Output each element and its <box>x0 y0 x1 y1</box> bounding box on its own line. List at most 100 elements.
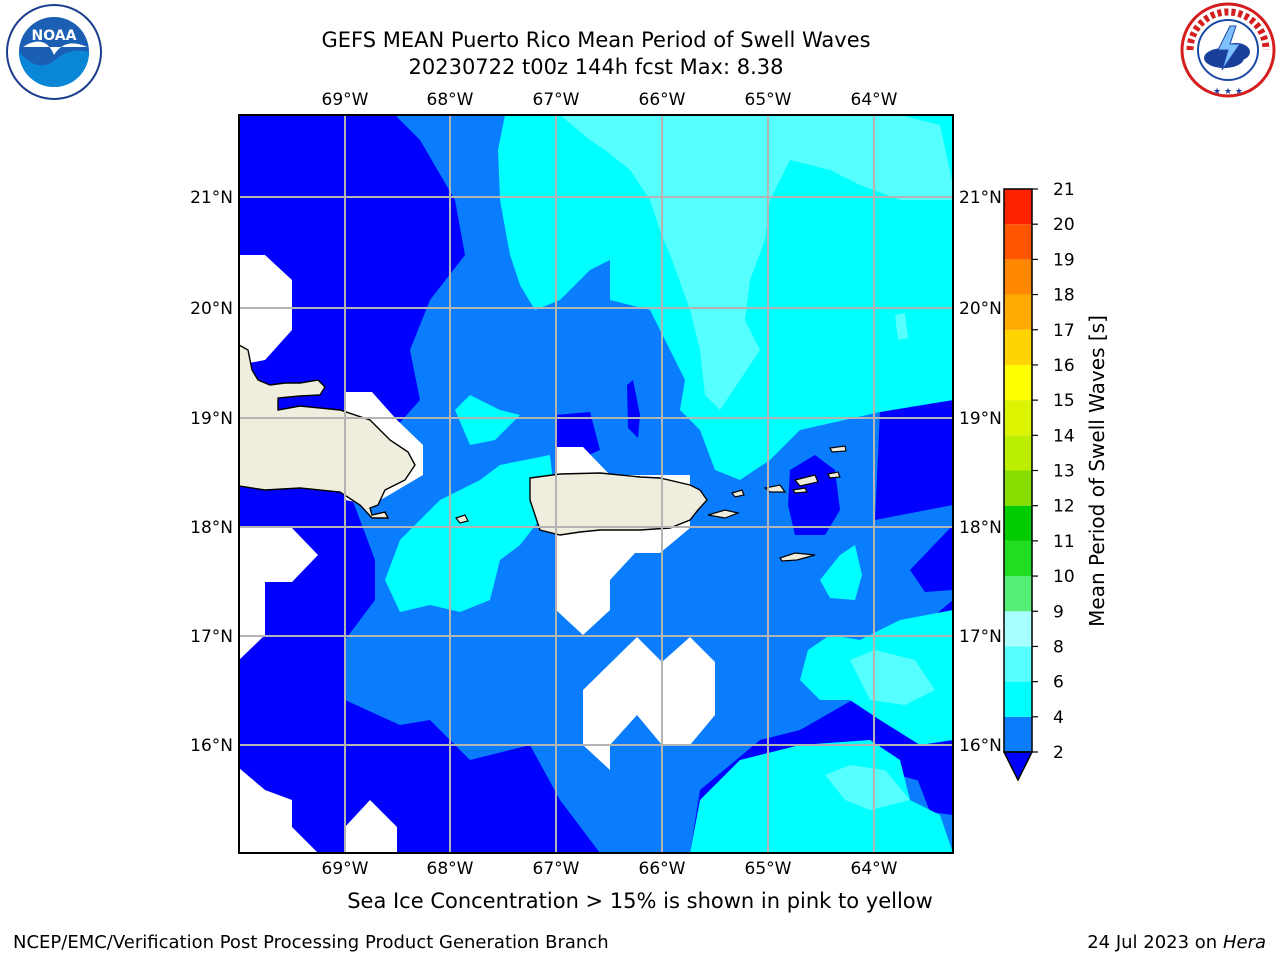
vieques-island <box>707 509 741 519</box>
lon-label-bottom: 66°W <box>639 859 686 879</box>
nws-logo: ★ ★ ★ <box>1180 2 1276 98</box>
colorbar-tick-label: 17 <box>1053 321 1075 341</box>
lat-label-right: 17°N <box>959 627 1002 647</box>
colorbar-tick-label: 21 <box>1053 180 1075 200</box>
footer-machine: Hera <box>1222 932 1266 953</box>
footer-date: 24 Jul 2023 on Hera <box>1087 932 1266 953</box>
swell-6-8-zone <box>385 455 555 612</box>
lat-label-right: 21°N <box>959 188 1002 208</box>
lon-label-top: 64°W <box>851 90 898 110</box>
swell-2-4-zone <box>627 380 640 438</box>
colorbar-extend-arrow <box>1002 751 1034 782</box>
no-data-zone <box>583 637 715 770</box>
colorbar-tick-label: 9 <box>1053 602 1064 622</box>
colorbar-tick-label: 12 <box>1053 497 1075 517</box>
axis-labels: 69°W 69°W 68°W 68°W 67°W 67°W 66°W 66°W 65°W 65°W… <box>190 90 1002 879</box>
noaa-logo: NOAA <box>6 4 102 100</box>
lon-label-bottom: 69°W <box>322 859 369 879</box>
lon-label-top: 69°W <box>322 90 369 110</box>
lon-label-top: 67°W <box>533 90 580 110</box>
colorbar-tick-label: 13 <box>1053 462 1075 482</box>
swell-6-8-zone <box>455 395 520 445</box>
lat-label-left: 19°N <box>190 409 233 429</box>
graticule <box>239 115 953 853</box>
noaa-logo-text: NOAA <box>32 28 77 44</box>
colorbar-tick-label: 11 <box>1053 532 1075 552</box>
st-croix-island <box>779 552 816 562</box>
lat-label-left: 17°N <box>190 627 233 647</box>
culebra-island <box>731 489 745 498</box>
colorbar-tick-label: 6 <box>1053 673 1064 693</box>
colorbar-segment <box>1004 576 1032 612</box>
colorbar-segment <box>1004 470 1032 506</box>
colorbar: 2 4 6 8 9 10 11 12 13 14 15 16 17 18 19 20 21 <box>1002 180 1075 782</box>
colorbar-tick-label: 2 <box>1053 743 1064 763</box>
colorbar-tick-label: 14 <box>1053 426 1075 446</box>
footer-date-text: 24 Jul 2023 on <box>1087 932 1223 953</box>
colorbar-tick-label: 16 <box>1053 356 1075 376</box>
anguilla-island <box>827 471 841 479</box>
colorbar-segment <box>1004 189 1032 225</box>
colorbar-tick-label: 18 <box>1053 286 1075 306</box>
colorbar-segment <box>1004 681 1032 717</box>
lat-label-left: 18°N <box>190 518 233 538</box>
colorbar-tick-label: 19 <box>1053 250 1075 270</box>
colorbar-title: Mean Period of Swell Waves [s] <box>1085 315 1109 627</box>
mona-island <box>454 514 469 524</box>
lat-label-left: 20°N <box>190 299 233 319</box>
swell-2-4-zone <box>788 455 840 535</box>
colorbar-segment <box>1004 611 1032 647</box>
no-data-zone <box>239 528 318 660</box>
lon-label-bottom: 68°W <box>427 859 474 879</box>
swell-2-4-zone <box>910 525 953 592</box>
colorbar-segment <box>1004 540 1032 577</box>
colorbar-segment <box>1004 329 1032 365</box>
lon-label-bottom: 64°W <box>851 859 898 879</box>
virgin-islands <box>793 474 819 487</box>
lon-label-top: 68°W <box>427 90 474 110</box>
swell-8-9-zone <box>895 313 908 340</box>
colorbar-segment <box>1004 646 1032 682</box>
colorbar-segment <box>1004 259 1032 295</box>
map-area <box>239 115 953 853</box>
chart-title: GEFS MEAN Puerto Rico Mean Period of Swe… <box>321 28 871 52</box>
swell-6-8-zone <box>690 740 953 853</box>
sea-ice-note: Sea Ice Concentration > 15% is shown in … <box>347 889 933 913</box>
footer-credit: NCEP/EMC/Verification Post Processing Pr… <box>13 932 609 953</box>
no-data-zone <box>239 768 318 853</box>
lon-label-top: 66°W <box>639 90 686 110</box>
colorbar-segment <box>1004 505 1032 541</box>
colorbar-tick-label: 4 <box>1053 708 1064 728</box>
swell-2-4-zone <box>910 740 953 815</box>
svg-text:★ ★ ★: ★ ★ ★ <box>1213 87 1243 97</box>
colorbar-tick-label: 10 <box>1053 567 1075 587</box>
swell-8-9-zone <box>560 115 953 410</box>
lat-label-left: 21°N <box>190 188 233 208</box>
colorbar-segment <box>1004 400 1032 436</box>
lat-label-right: 18°N <box>959 518 1002 538</box>
lon-label-top: 65°W <box>745 90 792 110</box>
hispaniola-land <box>239 344 416 519</box>
map-frame <box>238 114 954 854</box>
colorbar-segment <box>1004 224 1032 260</box>
lat-label-right: 16°N <box>959 736 1002 756</box>
swell-8-9-zone <box>850 650 935 705</box>
lat-label-right: 19°N <box>959 409 1002 429</box>
colorbar-tick-label: 8 <box>1053 637 1064 657</box>
colorbar-tick-label: 20 <box>1053 215 1075 235</box>
colorbar-segment <box>1004 435 1032 471</box>
swell-8-9-zone <box>710 240 718 262</box>
lon-label-bottom: 65°W <box>745 859 792 879</box>
lat-label-right: 20°N <box>959 299 1002 319</box>
lat-label-left: 16°N <box>190 736 233 756</box>
colorbar-tick-label: 15 <box>1053 391 1075 411</box>
anegada-island <box>829 445 847 453</box>
colorbar-segment <box>1004 294 1032 330</box>
virgin-islands <box>791 487 808 494</box>
no-data-zone <box>239 255 292 365</box>
swell-8-9-zone <box>825 765 910 810</box>
colorbar-segment <box>1004 716 1032 752</box>
lon-label-bottom: 67°W <box>533 859 580 879</box>
no-data-zone <box>345 800 397 853</box>
